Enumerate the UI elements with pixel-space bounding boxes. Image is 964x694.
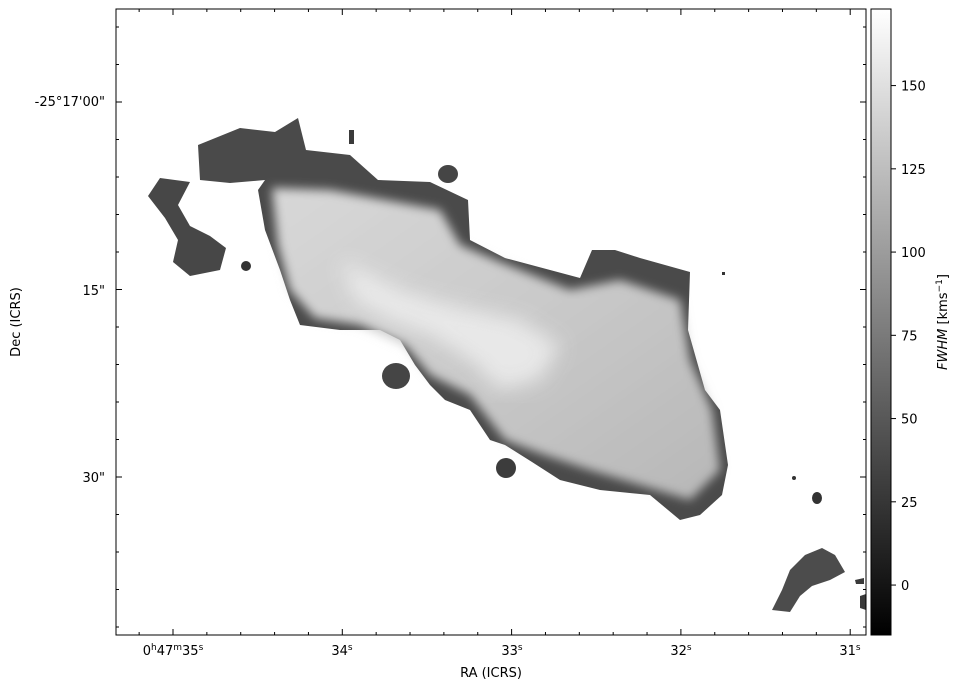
y-tick-label-2: 30" [82,471,105,486]
colorbar-gradient [870,8,892,636]
x-tick-label-0: 0h47m35s [143,643,204,659]
y-axis-label: Dec (ICRS) [9,287,24,357]
fwhm-image [148,118,866,612]
colorbar-tick-label: 50 [901,413,918,428]
x-axis-ticks [138,9,851,635]
emission-filament [772,548,845,612]
x-tick-label-4: 31s [839,643,861,659]
x-tick-label-3: 32s [670,643,692,659]
y-tick-labels: -25°17'00" 15" 30" [35,95,105,486]
plot-frame [115,8,867,636]
colorbar-tick-label: 25 [901,496,918,511]
clump [438,165,458,183]
clump [241,261,251,271]
colorbar-tick-label: 100 [901,246,926,261]
colorbar-tick-label: 150 [901,80,926,95]
clump [812,492,822,504]
emission-arc [148,178,226,276]
x-tick-labels: 0h47m35s 34s 33s 32s 31s [143,643,861,659]
y-tick-label-0: -25°17'00" [35,95,105,110]
emission-filament-tip [855,578,866,610]
clump [722,272,725,275]
x-tick-label-1: 34s [331,643,353,659]
colorbar-label: FWHM [kms−1] [935,274,951,370]
clump [349,130,354,144]
colorbar-ticks: 0 25 50 75 100 125 150 [891,80,926,594]
colorbar-tick-label: 75 [901,329,918,344]
clump [792,476,796,480]
clump [496,458,516,478]
clump [382,363,410,389]
x-tick-label-2: 33s [501,643,523,659]
x-axis-label: RA (ICRS) [460,666,522,681]
colorbar: 0 25 50 75 100 125 150 FWHM [kms−1] [870,8,951,636]
emission-ridge [340,260,560,390]
y-tick-label-1: 15" [82,284,105,299]
colorbar-tick-label: 125 [901,163,926,178]
colorbar-tick-label: 0 [901,579,909,594]
y-axis-ticks [116,26,866,628]
